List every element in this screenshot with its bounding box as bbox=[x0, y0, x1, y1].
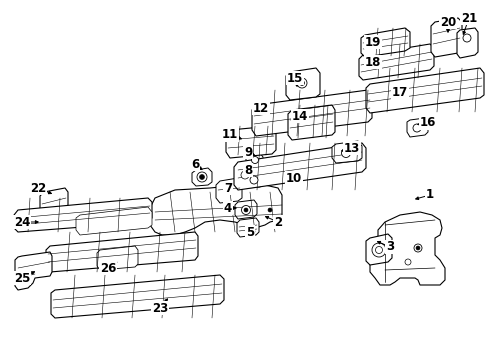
Text: 12: 12 bbox=[253, 102, 269, 114]
Polygon shape bbox=[286, 68, 320, 100]
Text: 20: 20 bbox=[440, 15, 456, 28]
Ellipse shape bbox=[192, 208, 208, 216]
Polygon shape bbox=[14, 198, 152, 232]
Circle shape bbox=[372, 243, 386, 257]
Text: 3: 3 bbox=[386, 240, 394, 253]
Circle shape bbox=[242, 206, 250, 215]
Circle shape bbox=[405, 259, 411, 265]
Polygon shape bbox=[46, 232, 198, 272]
Polygon shape bbox=[288, 105, 335, 140]
Polygon shape bbox=[366, 234, 392, 265]
Polygon shape bbox=[234, 143, 366, 190]
Text: 1: 1 bbox=[426, 189, 434, 202]
Ellipse shape bbox=[196, 210, 204, 214]
Polygon shape bbox=[150, 185, 282, 235]
Text: 24: 24 bbox=[14, 216, 30, 229]
Circle shape bbox=[463, 34, 471, 42]
Text: 11: 11 bbox=[222, 129, 238, 141]
Polygon shape bbox=[76, 207, 152, 235]
Polygon shape bbox=[366, 68, 484, 113]
Text: 23: 23 bbox=[152, 302, 168, 315]
Text: 16: 16 bbox=[420, 117, 436, 130]
Text: 8: 8 bbox=[244, 163, 252, 176]
Text: 25: 25 bbox=[14, 271, 30, 284]
Text: 17: 17 bbox=[392, 86, 408, 99]
Circle shape bbox=[416, 246, 420, 250]
Text: 15: 15 bbox=[287, 72, 303, 85]
Circle shape bbox=[251, 157, 259, 163]
Text: 26: 26 bbox=[100, 261, 116, 274]
Circle shape bbox=[375, 247, 383, 253]
Text: 7: 7 bbox=[224, 181, 232, 194]
Text: 9: 9 bbox=[244, 145, 252, 158]
Text: 21: 21 bbox=[461, 12, 477, 24]
Text: 6: 6 bbox=[191, 158, 199, 171]
Text: 2: 2 bbox=[274, 216, 282, 229]
Polygon shape bbox=[40, 188, 68, 218]
Polygon shape bbox=[235, 200, 257, 219]
Polygon shape bbox=[332, 141, 362, 163]
Polygon shape bbox=[237, 218, 259, 237]
Circle shape bbox=[297, 78, 307, 88]
Polygon shape bbox=[246, 153, 263, 166]
Polygon shape bbox=[226, 126, 276, 158]
Circle shape bbox=[250, 176, 258, 184]
Circle shape bbox=[199, 175, 204, 180]
Polygon shape bbox=[252, 90, 372, 136]
Polygon shape bbox=[216, 178, 242, 203]
Circle shape bbox=[342, 148, 350, 158]
Text: 22: 22 bbox=[30, 181, 46, 194]
Circle shape bbox=[244, 208, 248, 212]
Circle shape bbox=[241, 171, 249, 179]
Polygon shape bbox=[370, 212, 445, 285]
Polygon shape bbox=[359, 44, 434, 80]
Ellipse shape bbox=[242, 205, 254, 211]
Circle shape bbox=[414, 244, 422, 252]
Polygon shape bbox=[431, 18, 462, 57]
Text: 13: 13 bbox=[344, 141, 360, 154]
Polygon shape bbox=[244, 170, 263, 188]
Polygon shape bbox=[192, 168, 212, 186]
Polygon shape bbox=[457, 28, 478, 58]
Polygon shape bbox=[407, 118, 428, 137]
Polygon shape bbox=[51, 275, 224, 318]
Text: 19: 19 bbox=[365, 36, 381, 49]
Polygon shape bbox=[97, 246, 138, 270]
Circle shape bbox=[268, 208, 272, 212]
Text: 10: 10 bbox=[286, 171, 302, 184]
Text: 4: 4 bbox=[224, 202, 232, 215]
Text: 18: 18 bbox=[365, 55, 381, 68]
Text: 14: 14 bbox=[292, 109, 308, 122]
Circle shape bbox=[299, 81, 304, 85]
Polygon shape bbox=[15, 252, 52, 290]
Polygon shape bbox=[361, 28, 410, 57]
Circle shape bbox=[197, 172, 207, 182]
Text: 5: 5 bbox=[246, 225, 254, 238]
Circle shape bbox=[413, 124, 421, 132]
